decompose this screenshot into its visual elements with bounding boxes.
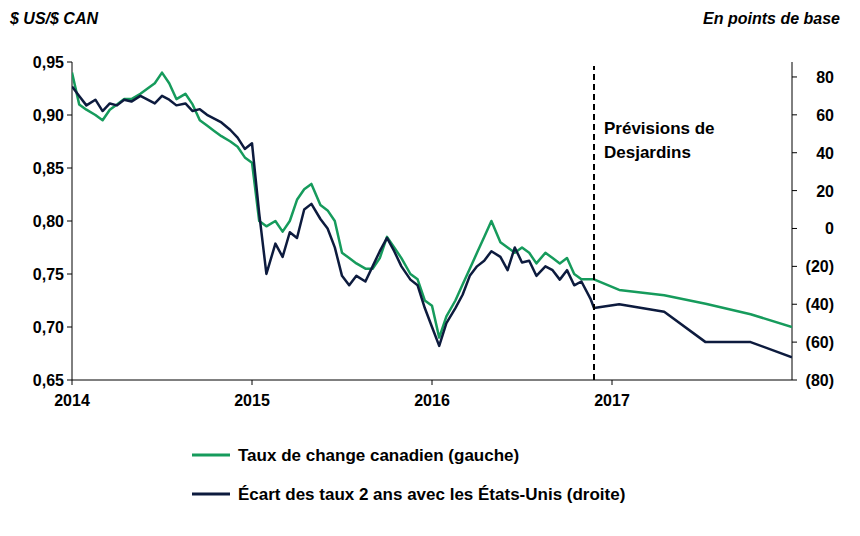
x-tick-label: 2016	[414, 392, 450, 409]
y2-tick-label: 0	[825, 220, 834, 237]
y2-tick	[792, 266, 797, 267]
y-tick	[67, 274, 72, 275]
legend-swatch	[192, 454, 230, 457]
y2-tick	[792, 380, 797, 381]
chart: $ US/$ CAN En points de base 0,65 0,70 0,75 0…	[0, 0, 860, 536]
legend-swatch	[192, 493, 230, 496]
y-tick	[67, 327, 72, 328]
y2-tick-label: (40)	[806, 296, 834, 313]
x-tick-label: 2017	[594, 392, 630, 409]
y-tick	[67, 380, 72, 381]
y2-tick	[792, 152, 797, 153]
x-tick	[252, 380, 253, 385]
y2-tick-label: 80	[816, 69, 834, 86]
y2-tick	[792, 76, 797, 77]
plot-area	[72, 73, 792, 358]
y2-tick	[792, 304, 797, 305]
annotation: Prévisions deDesjardins	[604, 119, 715, 162]
y-tick	[67, 221, 72, 222]
x-tick	[612, 380, 613, 385]
y-axis-label: $ US/$ CAN	[9, 10, 98, 27]
y-tick-label: 0,75	[33, 266, 64, 283]
y2-tick-label: 40	[816, 145, 834, 162]
y-tick	[67, 168, 72, 169]
y-tick-label: 0,70	[33, 319, 64, 336]
y2-tick	[792, 228, 797, 229]
y-tick-label: 0,65	[33, 372, 64, 389]
legend-label: Écart des taux 2 ans avec les États-Unis…	[238, 485, 625, 504]
y-tick-label: 0,95	[33, 54, 64, 71]
y-tick	[67, 115, 72, 116]
x-tick	[72, 380, 73, 385]
y-tick	[67, 62, 72, 63]
y2-axis-label: En points de base	[703, 10, 840, 27]
y-tick-label: 0,85	[33, 160, 64, 177]
y2-tick-label: (20)	[806, 258, 834, 275]
y2-tick	[792, 342, 797, 343]
y2-axis-line	[792, 62, 793, 380]
y2-tick	[792, 190, 797, 191]
x-tick-label: 2014	[54, 392, 90, 409]
y-tick-label: 0,90	[33, 107, 64, 124]
series-line	[72, 86, 792, 357]
y2-tick-label: 60	[816, 107, 834, 124]
legend-label: Taux de change canadien (gauche)	[238, 446, 519, 465]
y2-tick-label: (80)	[806, 372, 834, 389]
y2-tick-label: (60)	[806, 334, 834, 351]
forecast-line	[593, 66, 595, 380]
y-tick-label: 0,80	[33, 213, 64, 230]
x-tick	[432, 380, 433, 385]
y2-tick-label: 20	[816, 183, 834, 200]
y2-tick	[792, 114, 797, 115]
x-tick-label: 2015	[234, 392, 270, 409]
series-line	[72, 73, 792, 338]
